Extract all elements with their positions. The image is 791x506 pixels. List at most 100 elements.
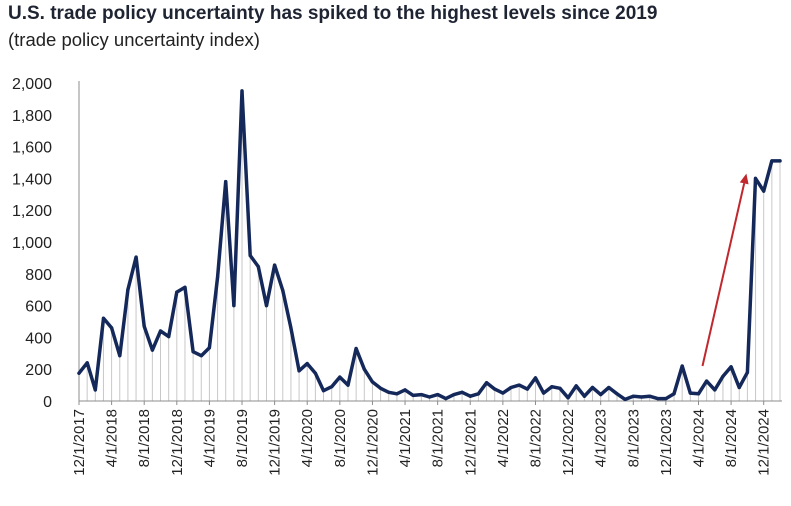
data-point (509, 385, 513, 390)
chart-title: U.S. trade policy uncertainty has spiked… (8, 3, 658, 24)
data-point (387, 390, 391, 394)
data-point (460, 390, 464, 394)
data-point (175, 290, 179, 294)
y-tick-label: 2,000 (12, 76, 52, 93)
data-point (664, 397, 668, 401)
data-point (395, 392, 399, 396)
data-point (199, 354, 203, 358)
data-point (378, 386, 383, 390)
annotation-group (701, 173, 749, 367)
y-tick-label: 1,200 (12, 203, 52, 220)
data-point (721, 374, 725, 378)
y-tick-label: 800 (25, 267, 52, 284)
data-point (770, 159, 774, 163)
data-point (101, 316, 106, 320)
data-point (346, 383, 350, 387)
data-point (338, 375, 342, 379)
data-point (370, 380, 375, 384)
x-tick-label: 4/1/2020 (299, 409, 316, 467)
data-point (762, 189, 766, 193)
data-point (533, 376, 538, 380)
series-group (77, 89, 782, 402)
data-point (656, 397, 660, 401)
x-tick-label: 12/1/2020 (364, 409, 381, 476)
x-tick-label: 8/1/2018 (136, 409, 153, 467)
x-tick-label: 12/1/2021 (462, 409, 479, 476)
data-point (476, 392, 481, 396)
x-tick-label: 12/1/2017 (71, 409, 88, 476)
data-point (256, 265, 260, 269)
x-tick-label: 12/1/2024 (756, 409, 773, 476)
data-point (696, 392, 701, 396)
data-point (688, 391, 692, 395)
annotation-arrow-head (739, 173, 749, 185)
data-point (126, 288, 130, 292)
data-point (427, 395, 432, 399)
data-point (354, 346, 358, 351)
data-point (224, 179, 228, 184)
x-tick-label: 8/1/2021 (430, 409, 447, 467)
y-tick-label: 600 (25, 299, 52, 316)
data-point (305, 362, 309, 366)
y-tick-label: 200 (25, 362, 52, 379)
data-point (248, 253, 252, 258)
data-point (207, 346, 212, 350)
data-point (468, 394, 472, 398)
data-point (110, 326, 114, 330)
annotation-arrow-shaft (701, 183, 746, 367)
data-point (240, 89, 244, 93)
x-tick-label: 8/1/2019 (234, 409, 251, 467)
axes (78, 81, 782, 402)
x-tick-label: 12/1/2022 (560, 409, 577, 476)
data-point (191, 350, 195, 354)
series-line (77, 89, 782, 402)
data-point (517, 383, 521, 387)
data-point (753, 176, 758, 180)
data-point (713, 388, 717, 392)
data-point (493, 387, 497, 391)
data-point (273, 263, 277, 267)
data-point (607, 385, 611, 390)
data-point (582, 394, 586, 398)
data-point (411, 393, 415, 398)
data-point (215, 275, 220, 279)
data-point (77, 371, 81, 375)
data-point (419, 393, 423, 397)
data-point (403, 388, 407, 392)
data-point (444, 397, 448, 401)
data-point (705, 379, 709, 383)
data-point (289, 326, 293, 330)
x-tick-label: 4/1/2022 (495, 409, 512, 467)
x-tick-label: 12/1/2023 (658, 409, 675, 476)
y-tick-label: 1,400 (12, 171, 52, 188)
data-point (574, 384, 578, 388)
data-point (452, 393, 456, 397)
x-tick-label: 4/1/2024 (690, 409, 707, 467)
data-point (525, 387, 529, 391)
data-point (647, 394, 652, 398)
data-point (558, 386, 562, 390)
x-tick-label: 4/1/2019 (201, 409, 218, 467)
data-point (566, 396, 570, 400)
data-point (118, 354, 122, 358)
y-tick-label: 1,600 (12, 140, 52, 157)
x-axis-ticks: 12/1/2017 4/1/2018 8/1/2018 12/1/2018 4/1/20… (71, 401, 773, 476)
data-point (599, 393, 603, 397)
data-point (639, 395, 644, 399)
data-point (313, 371, 317, 375)
data-point (729, 365, 733, 369)
data-point (281, 288, 285, 293)
data-point (362, 367, 366, 371)
data-point (484, 381, 489, 385)
y-tick-label: 1,800 (12, 108, 52, 125)
chart-subtitle: (trade policy uncertainty index) (8, 29, 260, 50)
data-point (631, 394, 635, 398)
data-point (590, 385, 595, 390)
y-tick-label: 1,000 (12, 235, 52, 252)
data-point (550, 385, 554, 389)
x-tick-label: 8/1/2020 (332, 409, 349, 467)
y-axis-ticks: 0 200 400 600 800 1,000 1,200 1,400 1,600 1,800 2,… (12, 76, 52, 411)
data-point (93, 388, 97, 392)
data-point (167, 335, 171, 339)
data-point (778, 159, 782, 163)
